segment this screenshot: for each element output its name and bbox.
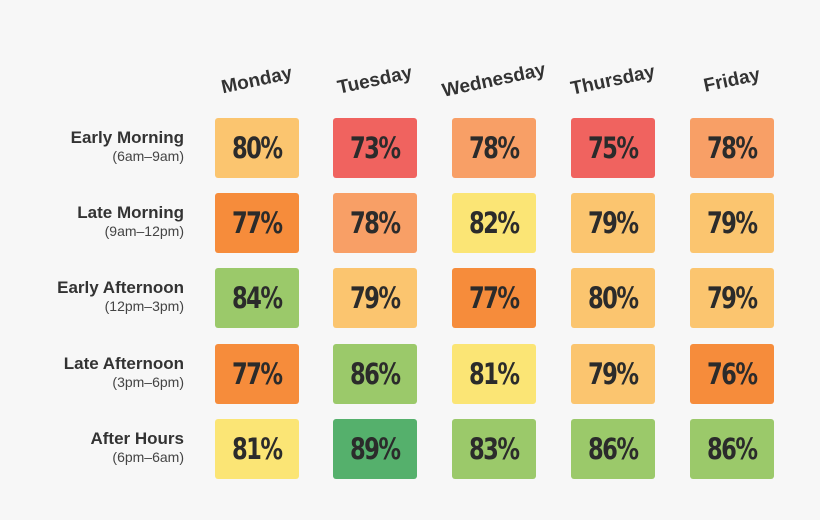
cell-value-label: 76% xyxy=(707,357,756,391)
row-label-time-range: (12pm–3pm) xyxy=(57,298,184,315)
row-label: After Hours (6pm–6am) xyxy=(90,429,184,466)
heatmap-cell: 79% xyxy=(690,268,774,328)
row-label: Late Afternoon (3pm–6pm) xyxy=(64,354,184,391)
heatmap-cell: 80% xyxy=(571,268,655,328)
cell-value-label: 81% xyxy=(232,432,281,466)
cell-value-label: 84% xyxy=(232,281,281,315)
row-label-time-range: (6am–9am) xyxy=(71,148,184,165)
cell-value-label: 86% xyxy=(588,432,637,466)
row-label-name: Early Afternoon xyxy=(57,278,184,298)
cell-value-label: 86% xyxy=(707,432,756,466)
row-label: Early Afternoon (12pm–3pm) xyxy=(57,278,184,315)
cell-value-label: 77% xyxy=(469,281,518,315)
heatmap-cell: 76% xyxy=(690,344,774,404)
cell-value-label: 73% xyxy=(350,131,399,165)
row-label-time-range: (9am–12pm) xyxy=(77,223,184,240)
cell-value-label: 79% xyxy=(707,281,756,315)
heatmap-cell: 79% xyxy=(333,268,417,328)
column-header-wednesday: Wednesday xyxy=(423,56,565,107)
heatmap-cell: 86% xyxy=(571,419,655,479)
heatmap-cell: 73% xyxy=(333,118,417,178)
cell-value-label: 81% xyxy=(469,357,518,391)
cell-value-label: 75% xyxy=(588,131,637,165)
heatmap-cell: 81% xyxy=(452,344,536,404)
row-label-name: Early Morning xyxy=(71,128,184,148)
cell-value-label: 80% xyxy=(588,281,637,315)
row-label-name: Late Afternoon xyxy=(64,354,184,374)
row-label: Late Morning (9am–12pm) xyxy=(77,203,184,240)
row-label: Early Morning (6am–9am) xyxy=(71,128,184,165)
row-label-time-range: (3pm–6pm) xyxy=(64,374,184,391)
heatmap-cell: 78% xyxy=(690,118,774,178)
heatmap-cell: 78% xyxy=(333,193,417,253)
cell-value-label: 77% xyxy=(232,206,281,240)
heatmap-cell: 81% xyxy=(215,419,299,479)
cell-value-label: 86% xyxy=(350,357,399,391)
row-label-name: After Hours xyxy=(90,429,184,449)
column-header-friday: Friday xyxy=(661,56,803,107)
heatmap-cell: 84% xyxy=(215,268,299,328)
cell-value-label: 78% xyxy=(350,206,399,240)
cell-value-label: 79% xyxy=(707,206,756,240)
cell-value-label: 79% xyxy=(588,357,637,391)
column-header-thursday: Thursday xyxy=(542,56,684,107)
heatmap-cell: 83% xyxy=(452,419,536,479)
heatmap-cell: 79% xyxy=(690,193,774,253)
heatmap-cell: 89% xyxy=(333,419,417,479)
heatmap-cell: 82% xyxy=(452,193,536,253)
cell-value-label: 83% xyxy=(469,432,518,466)
heatmap-cell: 80% xyxy=(215,118,299,178)
heatmap-cell: 86% xyxy=(690,419,774,479)
cell-value-label: 79% xyxy=(350,281,399,315)
row-label-time-range: (6pm–6am) xyxy=(90,449,184,466)
heatmap-cell: 77% xyxy=(215,344,299,404)
heatmap-cell: 79% xyxy=(571,193,655,253)
cell-value-label: 78% xyxy=(707,131,756,165)
heatmap-cell: 75% xyxy=(571,118,655,178)
cell-value-label: 89% xyxy=(350,432,399,466)
column-header-tuesday: Tuesday xyxy=(304,56,446,107)
heatmap-cell: 79% xyxy=(571,344,655,404)
heatmap-cell: 77% xyxy=(452,268,536,328)
heatmap-cell: 77% xyxy=(215,193,299,253)
cell-value-label: 78% xyxy=(469,131,518,165)
heatmap-cell: 86% xyxy=(333,344,417,404)
cell-value-label: 77% xyxy=(232,357,281,391)
heatmap-cell: 78% xyxy=(452,118,536,178)
cell-value-label: 79% xyxy=(588,206,637,240)
cell-value-label: 82% xyxy=(469,206,518,240)
row-label-name: Late Morning xyxy=(77,203,184,223)
cell-value-label: 80% xyxy=(232,131,281,165)
